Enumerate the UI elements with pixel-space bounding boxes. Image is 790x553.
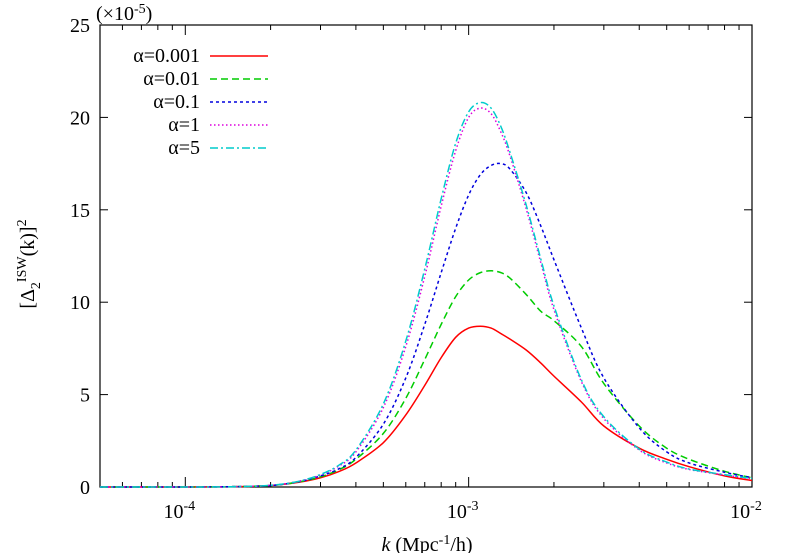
y-tick-label: 15	[70, 200, 90, 222]
plot-frame	[99, 24, 753, 488]
series-line	[99, 101, 753, 488]
series-line	[99, 162, 753, 488]
x-tick-label: 10-4	[163, 499, 195, 523]
legend-label: α=5	[168, 137, 200, 159]
y-tick-label: 5	[80, 385, 90, 407]
series-group	[99, 101, 753, 488]
y-tick-label: 0	[80, 477, 90, 499]
legend-label: α=0.01	[143, 68, 200, 90]
y-axis-label: [Δ2ISW(k)]2	[15, 219, 44, 308]
x-tick-label: 10-3	[447, 499, 479, 523]
series-line	[99, 270, 753, 488]
y-tick-label: 25	[70, 15, 90, 37]
axis-ticks: 0 5 10 15 20 25 10-4 10-3 10-2	[70, 15, 762, 523]
y-multiplier: (×10-5)	[96, 2, 152, 25]
legend-label: α=0.1	[153, 91, 200, 113]
y-tick-label: 10	[70, 292, 90, 314]
legend-label: α=1	[168, 114, 200, 136]
y-tick-label: 20	[70, 107, 90, 129]
x-tick-label: 10-2	[730, 499, 762, 523]
series-line	[99, 325, 753, 488]
legend-label: α=0.001	[133, 45, 200, 67]
series-line	[99, 107, 753, 488]
x-axis-label: k (Mpc-1/h)	[381, 533, 472, 553]
